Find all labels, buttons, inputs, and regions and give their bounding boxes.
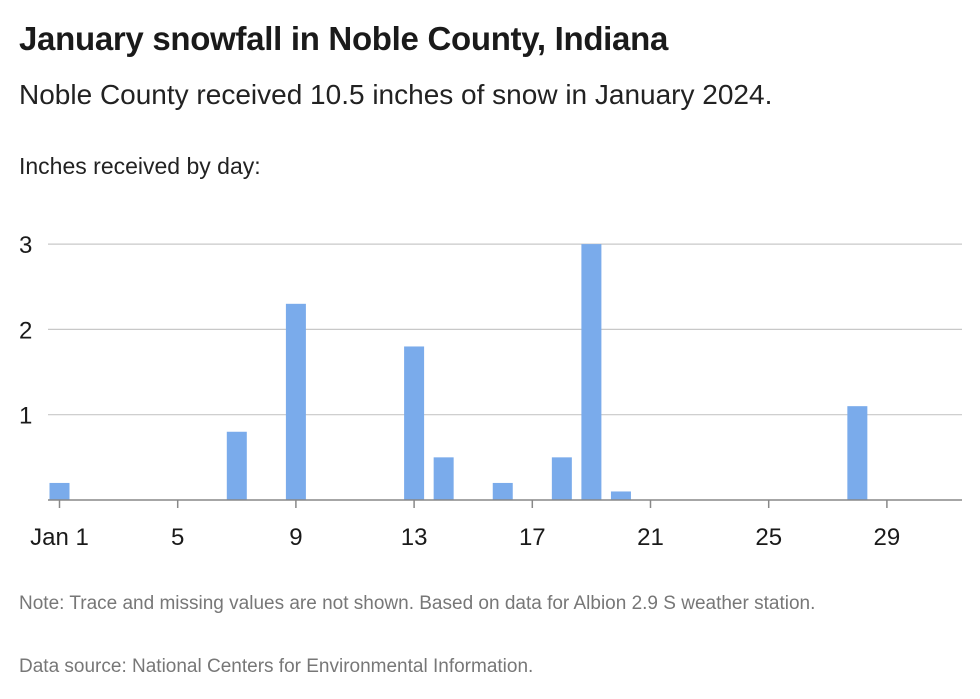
x-tick-label: 25 (755, 524, 782, 551)
bar (581, 244, 602, 500)
chart-note: Note: Trace and missing values are not s… (19, 593, 816, 614)
bar (492, 482, 513, 500)
y-tick-label: 1 (19, 403, 32, 430)
bar (551, 457, 572, 500)
bars (49, 244, 868, 500)
y-axis-label: Inches received by day: (19, 153, 261, 179)
gridlines (48, 243, 962, 416)
data-source: Data source: National Centers for Enviro… (19, 656, 534, 677)
x-tick-label: 29 (874, 524, 901, 551)
bar (433, 457, 454, 500)
x-tick-label: 9 (289, 524, 302, 551)
x-tick-label: Jan 1 (30, 524, 89, 551)
bar (226, 431, 247, 500)
bar (285, 303, 306, 500)
bar (404, 346, 425, 500)
chart-title: January snowfall in Noble County, Indian… (19, 20, 669, 57)
chart-subtitle: Noble County received 10.5 inches of sno… (19, 79, 773, 110)
x-tick-label: 21 (637, 524, 664, 551)
y-tick-labels: 1 2 3 (19, 232, 32, 430)
bar-chart: 1 2 3 Jan 1 5 9 13 17 21 25 29 (19, 232, 962, 551)
bar (49, 482, 70, 500)
x-tick-label: 13 (401, 524, 428, 551)
x-tick-label: 5 (171, 524, 184, 551)
y-tick-label: 3 (19, 232, 32, 259)
x-tick-labels: Jan 1 5 9 13 17 21 25 29 (30, 524, 900, 551)
x-axis (48, 499, 962, 508)
y-tick-label: 2 (19, 317, 32, 344)
bar (847, 406, 868, 500)
bar (610, 491, 631, 500)
x-tick-label: 17 (519, 524, 546, 551)
